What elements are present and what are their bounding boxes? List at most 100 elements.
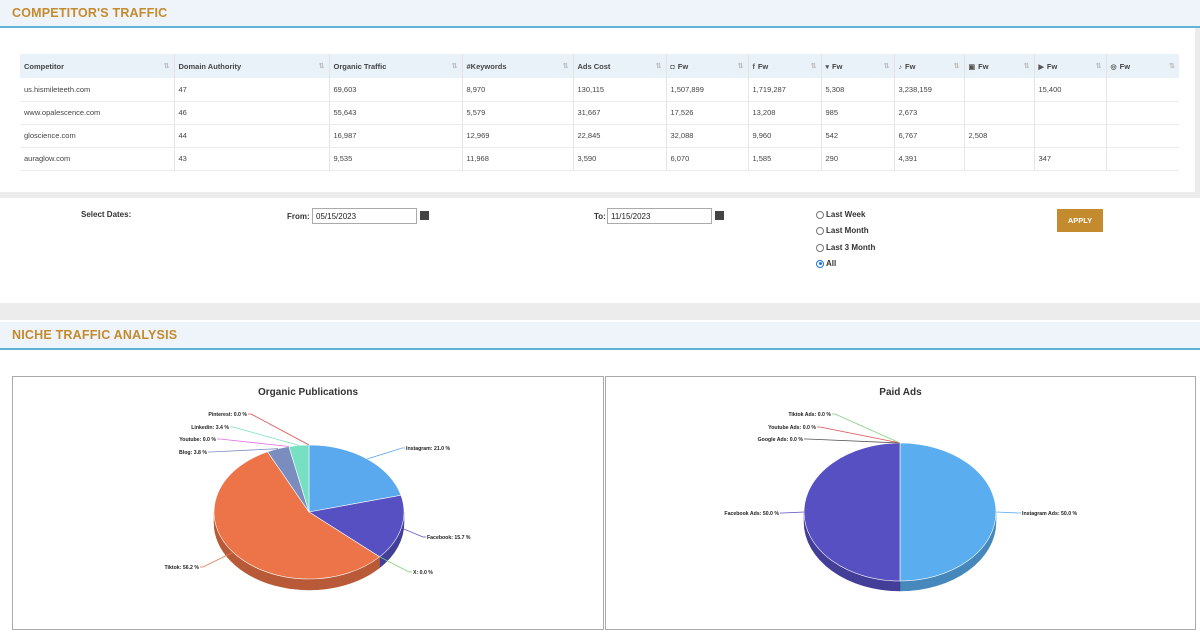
table-cell: 31,667 <box>573 101 667 125</box>
apply-button[interactable]: APPLY <box>1057 209 1103 232</box>
date-range-option[interactable]: Last Month <box>816 226 869 235</box>
pie-slice-label: Youtube Ads: 0.0 % <box>768 425 816 431</box>
date-range-option[interactable]: All <box>816 259 836 268</box>
date-range-option[interactable]: Last Week <box>816 210 865 219</box>
tiktok-icon: ♪ <box>898 63 903 71</box>
radio-button[interactable] <box>816 210 824 219</box>
pie-slice[interactable] <box>308 444 402 513</box>
table-cell <box>1106 124 1179 148</box>
column-header[interactable]: #Keywords ⇅ <box>462 54 574 78</box>
column-header[interactable]: Ads Cost ⇅ <box>573 54 667 78</box>
from-date-input[interactable] <box>312 208 417 224</box>
column-header[interactable]: Organic Traffic ⇅ <box>329 54 463 78</box>
table-cell <box>1106 147 1179 171</box>
pie-slice[interactable] <box>308 494 405 558</box>
table-cell: 130,115 <box>573 78 667 102</box>
column-header[interactable]: ▣ Fw ⇅ <box>964 54 1035 78</box>
column-header-label: Fw <box>757 61 769 71</box>
sort-icon[interactable]: ⇅ <box>953 63 960 70</box>
table-cell: 55,643 <box>329 101 463 125</box>
column-header-label: Fw <box>677 61 689 71</box>
table-cell: 44 <box>174 124 330 148</box>
instagram-icon: ◘ <box>670 63 675 71</box>
to-date-input[interactable] <box>607 208 712 224</box>
calendar-icon[interactable] <box>420 211 429 220</box>
table-cell: 5,308 <box>821 78 895 102</box>
radio-button[interactable] <box>816 259 824 268</box>
sort-icon[interactable]: ⇅ <box>163 63 170 70</box>
radio-label: All <box>826 259 837 268</box>
radio-button[interactable] <box>816 243 824 252</box>
column-header[interactable]: ▶ Fw ⇅ <box>1034 54 1107 78</box>
pie-slice[interactable] <box>899 442 997 582</box>
table-cell: 47 <box>174 78 330 102</box>
table-cell: 290 <box>821 147 895 171</box>
select-dates-label: Select Dates: <box>81 210 132 219</box>
pie-leader-line <box>995 511 1021 514</box>
column-header[interactable]: ◘ Fw ⇅ <box>666 54 749 78</box>
sort-icon[interactable]: ⇅ <box>562 63 569 70</box>
pie-slice-label: Instagram: 21.0 % <box>406 446 450 452</box>
column-header[interactable]: Domain Authority ⇅ <box>174 54 330 78</box>
column-header-label: Ads Cost <box>577 61 611 71</box>
pie-slice-label: Tiktok Ads: 0.0 % <box>788 412 831 418</box>
to-label: To: <box>594 212 606 221</box>
table-cell: 9,960 <box>748 124 822 148</box>
pie-slice-label: Blog: 3.8 % <box>179 450 207 456</box>
radio-label: Last Week <box>826 210 866 219</box>
table-cell: 4,391 <box>894 147 965 171</box>
pie-leader-line <box>401 527 426 538</box>
table-row: gloscience.com 44 16,987 12,969 22,845 32,088… <box>20 124 1179 148</box>
table-cell <box>1106 101 1179 125</box>
pie-leader-line <box>379 556 412 573</box>
column-header-label: Organic Traffic <box>333 61 387 71</box>
sort-icon[interactable]: ⇅ <box>737 63 744 70</box>
sort-icon[interactable]: ⇅ <box>883 63 890 70</box>
table-cell: gloscience.com <box>20 124 175 148</box>
table-row: www.opalescence.com 46 55,643 5,579 31,667 17… <box>20 101 1179 125</box>
date-filter-panel: Select Dates: From: To: Last Week Last Mo… <box>0 198 1200 303</box>
table-cell <box>964 78 1035 102</box>
radio-label: Last 3 Month <box>826 243 876 252</box>
competitors-header: COMPETITOR'S TRAFFIC <box>0 0 1200 28</box>
sort-icon[interactable]: ⇅ <box>655 63 662 70</box>
table-cell <box>964 147 1035 171</box>
pie-slice-label: Instagram Ads: 50.0 % <box>1022 511 1078 517</box>
paid-ads-pie-svg: Instagram Ads: 50.0 % Facebook Ads: 50.0 … <box>724 412 1078 592</box>
calendar-icon[interactable] <box>715 211 724 220</box>
table-cell: 32,088 <box>666 124 749 148</box>
column-header[interactable]: f Fw ⇅ <box>748 54 822 78</box>
date-range-option[interactable]: Last 3 Month <box>816 243 875 252</box>
sort-icon[interactable]: ⇅ <box>1023 63 1030 70</box>
sort-icon[interactable]: ⇅ <box>810 63 817 70</box>
radio-button[interactable] <box>816 226 824 235</box>
table-header-row: Competitor ⇅ Domain Authority ⇅ Organic Traf… <box>20 54 1179 78</box>
column-header[interactable]: ♪ Fw ⇅ <box>894 54 965 78</box>
organic-pie-svg: Instagram: 21.0 % Facebook: 15.7 % X: 0.0 … <box>164 412 471 591</box>
column-header-label: Fw <box>978 61 989 71</box>
table-cell: 3,238,159 <box>894 78 965 102</box>
pie-slice-label: Youtube: 0.0 % <box>179 437 216 443</box>
sort-icon[interactable]: ⇅ <box>1095 63 1102 70</box>
radio-label: Last Month <box>826 226 869 235</box>
table-cell <box>1106 78 1179 102</box>
sort-icon[interactable]: ⇅ <box>318 63 325 70</box>
sort-icon[interactable]: ⇅ <box>451 63 458 70</box>
table-cell: 9,535 <box>329 147 463 171</box>
chart-title: Organic Publications <box>257 387 359 398</box>
pie-leader-line <box>200 551 234 568</box>
column-header[interactable]: ▾ Fw ⇅ <box>821 54 895 78</box>
twitter-icon: ▾ <box>825 63 830 71</box>
table-cell: 347 <box>1034 147 1107 171</box>
column-header-label: Fw <box>905 61 916 71</box>
column-header-label: Fw <box>832 61 843 71</box>
sort-icon[interactable]: ⇅ <box>1169 63 1175 70</box>
paid-ads-chart: Paid Ads Instagram Ads: 50.0 % Facebook A… <box>605 376 1196 630</box>
pie-slice[interactable] <box>803 442 901 582</box>
table-cell: 43 <box>174 147 330 171</box>
column-header[interactable]: Competitor ⇅ <box>20 54 175 78</box>
column-header[interactable]: ◎ Fw ⇅ <box>1106 54 1179 78</box>
facebook-icon: f <box>752 63 755 71</box>
column-header-label: Competitor <box>24 61 64 71</box>
column-header-label: #Keywords <box>466 61 507 71</box>
